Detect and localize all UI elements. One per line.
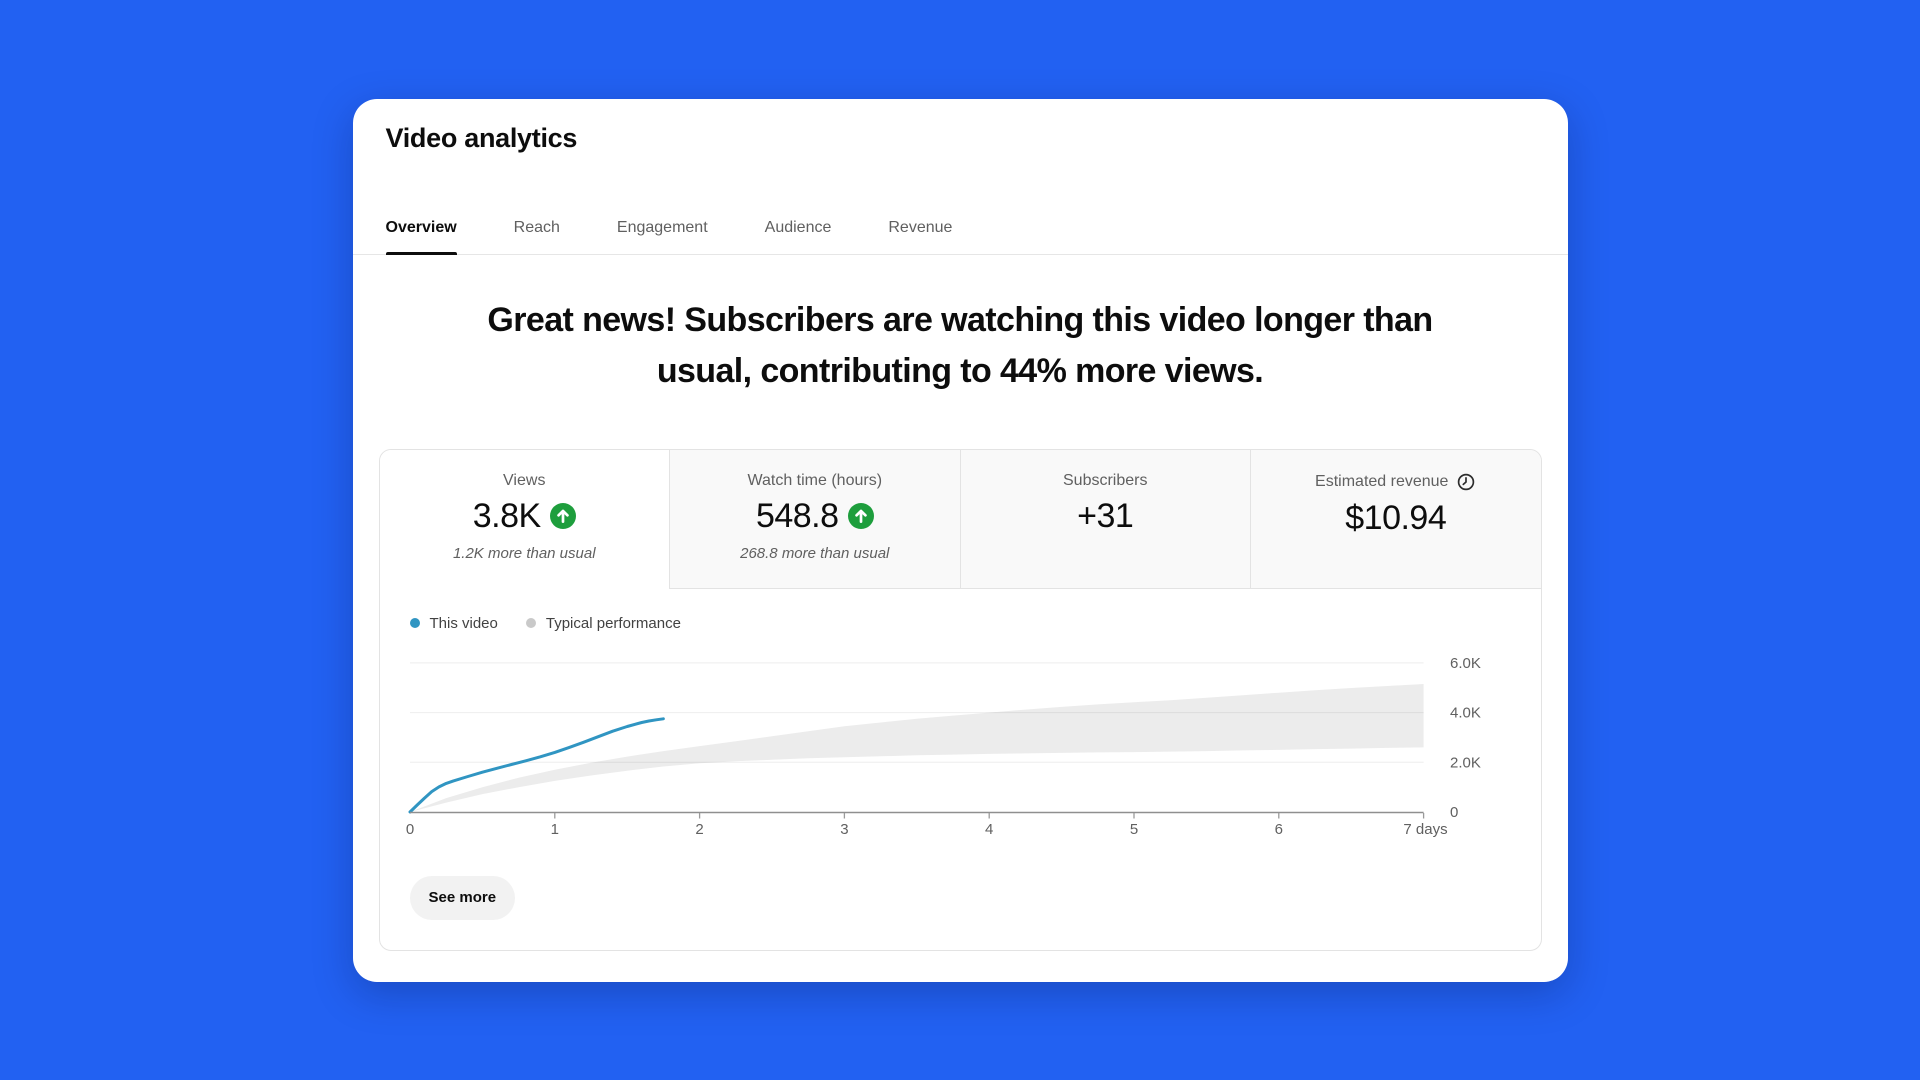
tab-revenue[interactable]: Revenue	[888, 218, 953, 236]
metric-label: Subscribers	[1063, 471, 1148, 489]
metric-value: $10.94	[1345, 498, 1447, 537]
metric-card-views[interactable]: Views 3.8K 1.2K more than usual	[379, 449, 669, 589]
chart-band-typical-performance	[409, 683, 1424, 812]
y-tick-label: 4.0K	[1450, 704, 1481, 721]
tab-audience[interactable]: Audience	[764, 218, 832, 236]
metric-note: 268.8 more than usual	[740, 544, 890, 562]
metric-card-subscribers[interactable]: Subscribers +31	[959, 449, 1250, 589]
metric-value: +31	[1077, 496, 1134, 535]
metric-label: Estimated revenue	[1315, 472, 1449, 490]
x-tick-label: 4	[985, 821, 993, 838]
y-tick-label: 2.0K	[1450, 754, 1481, 771]
page-title: Video analytics	[385, 122, 578, 153]
chart-line-this-video	[408, 716, 665, 813]
legend-label: This video	[429, 614, 498, 632]
insight-headline: Great news! Subscribers are watching thi…	[440, 295, 1480, 397]
metric-card-watch-time[interactable]: Watch time (hours) 548.8 268.8 more than u…	[669, 449, 960, 589]
x-tick-label: 7 days	[1403, 821, 1447, 838]
chart-legend: This video Typical performance	[409, 614, 1541, 632]
tabs-bar: Overview Reach Engagement Audience Revenue	[352, 218, 1568, 255]
tab-overview[interactable]: Overview	[385, 219, 457, 255]
legend-item-typical-performance: Typical performance	[525, 614, 681, 632]
see-more-button[interactable]: See more	[409, 875, 516, 920]
metric-card-estimated-revenue[interactable]: Estimated revenue $10.94	[1250, 449, 1541, 589]
metric-label: Watch time (hours)	[747, 471, 883, 489]
analytics-card: Views 3.8K 1.2K more than usual Watch time …	[378, 448, 1542, 951]
insight-headline-line1: Great news! Subscribers are watching thi…	[487, 300, 1433, 339]
metrics-strip: Views 3.8K 1.2K more than usual Watch time …	[379, 449, 1541, 589]
x-tick-label: 1	[550, 821, 558, 838]
x-tick-label: 2	[695, 821, 703, 838]
y-tick-label: 0	[1450, 804, 1458, 821]
up-arrow-icon	[847, 503, 874, 529]
tabs: Overview Reach Engagement Audience Revenue	[385, 218, 1535, 255]
metric-note: 1.2K more than usual	[452, 544, 596, 562]
x-tick-label: 3	[840, 821, 848, 838]
x-tick-label: 0	[405, 821, 413, 838]
metric-value: 3.8K	[472, 496, 541, 535]
panel-header: Video analytics	[353, 99, 1568, 154]
x-tick-label: 5	[1129, 821, 1137, 838]
clock-icon	[1456, 472, 1476, 492]
x-tick-label: 6	[1274, 821, 1282, 838]
legend-item-this-video: This video	[409, 614, 498, 632]
tab-engagement[interactable]: Engagement	[616, 218, 708, 236]
up-arrow-icon	[549, 503, 576, 529]
metric-label: Views	[503, 471, 546, 489]
legend-dot	[409, 618, 420, 628]
video-analytics-panel: Video analytics Overview Reach Engagement A…	[352, 98, 1568, 982]
metric-value: 548.8	[755, 496, 839, 535]
legend-dot	[525, 618, 536, 628]
insight-headline-line2: usual, contributing to 44% more views.	[656, 351, 1264, 390]
tab-reach[interactable]: Reach	[513, 218, 560, 236]
legend-label: Typical performance	[545, 614, 681, 632]
y-tick-label: 6.0K	[1450, 654, 1481, 671]
